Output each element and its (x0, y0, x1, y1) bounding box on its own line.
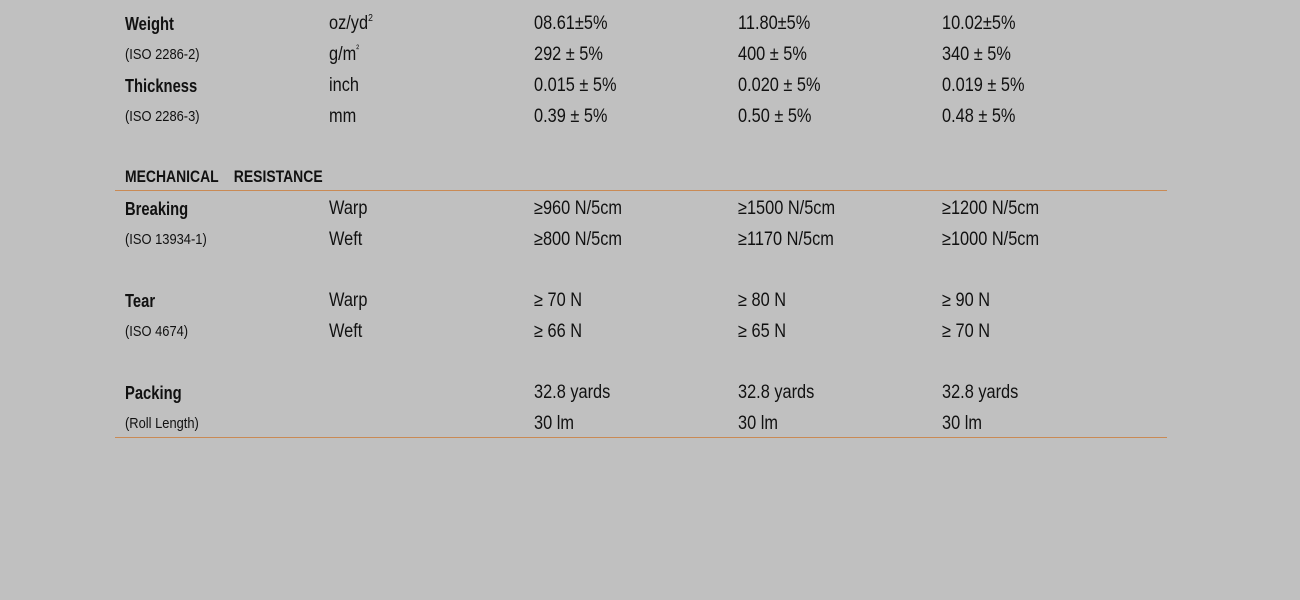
value-cell: 0.015 ± 5% (534, 75, 617, 96)
row-label: Weight (125, 14, 174, 34)
value-cell: 0.48 ± 5% (942, 106, 1016, 127)
unit-text: g/m (329, 44, 357, 65)
row-label: (ISO 2286-2) (125, 46, 200, 63)
section-heading-row: MECHANICAL RESISTANCE (0, 165, 1300, 189)
value-cell: ≥ 66 N (534, 321, 583, 342)
unit-superscript: ² (356, 44, 360, 55)
value-cell: ≥1200 N/5cm (942, 198, 1040, 219)
unit-cell: g/m² (329, 43, 359, 67)
unit-text: mm (329, 106, 357, 127)
value-cell: 0.39 ± 5% (534, 106, 608, 127)
unit-cell: Warp (329, 289, 367, 313)
value-cell: ≥1000 N/5cm (942, 229, 1040, 250)
value-cell: 32.8 yards (534, 382, 611, 403)
value-cell: ≥ 70 N (942, 321, 991, 342)
unit-text: inch (329, 75, 359, 96)
table-row: (ISO 13934-1) Weft ≥800 N/5cm ≥1170 N/5cm ≥1… (0, 228, 1300, 252)
unit-text: Weft (329, 321, 363, 342)
table-row: (ISO 2286-3) mm 0.39 ± 5% 0.50 ± 5% 0.48 ± 5… (0, 105, 1300, 129)
value-cell: 32.8 yards (942, 382, 1019, 403)
value-cell: 400 ± 5% (738, 44, 807, 65)
unit-text: Weft (329, 229, 363, 250)
value-cell: ≥ 65 N (738, 321, 787, 342)
value-cell: 340 ± 5% (942, 44, 1011, 65)
table-row: Tear Warp ≥ 70 N ≥ 80 N ≥ 90 N (0, 289, 1300, 313)
unit-text: Warp (329, 290, 368, 311)
row-label: Packing (125, 383, 182, 403)
value-cell: 11.80±5% (738, 13, 811, 34)
unit-cell: oz/yd2 (329, 12, 373, 36)
unit-cell: Weft (329, 320, 362, 344)
table-row: Weight oz/yd2 08.61±5% 11.80±5% 10.02±5% (0, 12, 1300, 36)
unit-cell: Weft (329, 228, 362, 252)
value-cell: 30 lm (738, 413, 778, 434)
row-label: Tear (125, 291, 156, 311)
table-row: (ISO 4674) Weft ≥ 66 N ≥ 65 N ≥ 70 N (0, 320, 1300, 344)
row-label: (ISO 13934-1) (125, 231, 207, 248)
table-row: (Roll Length) 30 lm 30 lm 30 lm (0, 412, 1300, 436)
unit-cell: mm (329, 105, 356, 129)
value-cell: ≥800 N/5cm (534, 229, 622, 250)
value-cell: ≥ 90 N (942, 290, 991, 311)
unit-superscript: 2 (368, 13, 373, 24)
divider (115, 190, 1167, 191)
table-row: Thickness inch 0.015 ± 5% 0.020 ± 5% 0.019 ±… (0, 74, 1300, 98)
row-label: Breaking (125, 199, 189, 219)
value-cell: ≥960 N/5cm (534, 198, 622, 219)
value-cell: 0.020 ± 5% (738, 75, 821, 96)
unit-cell: Warp (329, 197, 367, 221)
row-label: Thickness (125, 76, 198, 96)
row-label: (ISO 4674) (125, 323, 189, 340)
value-cell: 0.019 ± 5% (942, 75, 1025, 96)
value-cell: 30 lm (534, 413, 574, 434)
value-cell: 292 ± 5% (534, 44, 603, 65)
table-row: Packing 32.8 yards 32.8 yards 32.8 yards (0, 381, 1300, 405)
table-row: (ISO 2286-2) g/m² 292 ± 5% 400 ± 5% 340 ± 5% (0, 43, 1300, 67)
value-cell: 08.61±5% (534, 13, 608, 34)
value-cell: ≥ 80 N (738, 290, 787, 311)
row-label: (Roll Length) (125, 415, 199, 432)
unit-cell: inch (329, 74, 359, 98)
unit-text: oz/yd (329, 13, 369, 34)
section-heading: MECHANICAL RESISTANCE (125, 167, 323, 186)
value-cell: ≥1170 N/5cm (738, 229, 834, 250)
value-cell: ≥1500 N/5cm (738, 198, 836, 219)
value-cell: 30 lm (942, 413, 982, 434)
row-label: (ISO 2286-3) (125, 108, 200, 125)
table-row: Breaking Warp ≥960 N/5cm ≥1500 N/5cm ≥1200 N… (0, 197, 1300, 221)
divider (115, 437, 1167, 438)
value-cell: 10.02±5% (942, 13, 1016, 34)
value-cell: 0.50 ± 5% (738, 106, 812, 127)
value-cell: 32.8 yards (738, 382, 815, 403)
value-cell: ≥ 70 N (534, 290, 583, 311)
unit-text: Warp (329, 198, 368, 219)
